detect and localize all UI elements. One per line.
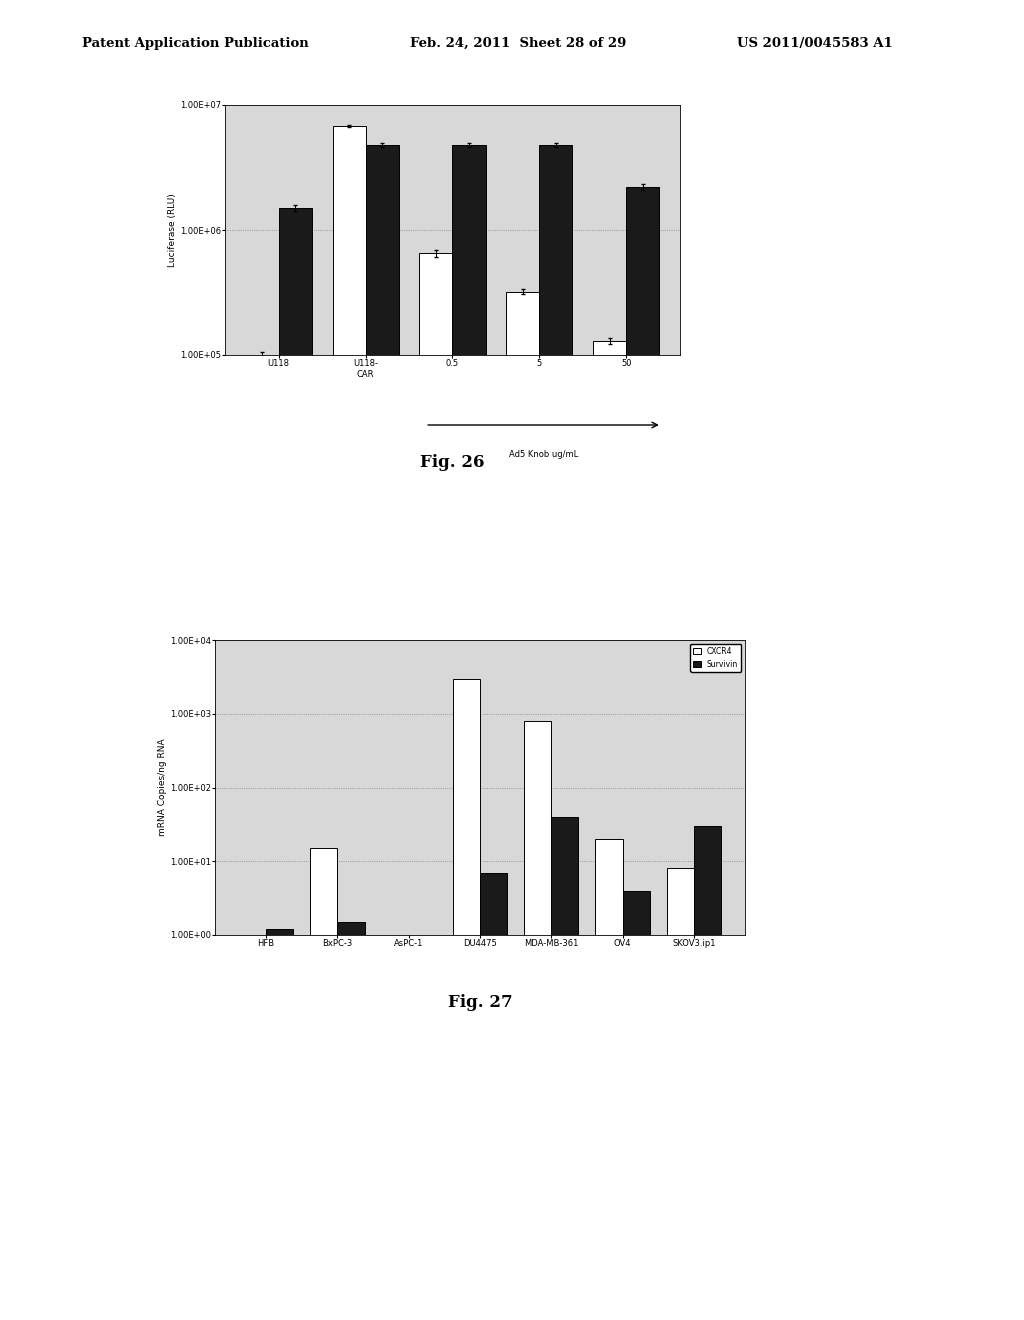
Bar: [333, 125, 366, 1320]
Bar: [453, 678, 480, 1320]
Bar: [596, 840, 623, 1320]
Bar: [409, 935, 436, 1320]
Bar: [524, 721, 551, 1320]
Bar: [453, 145, 485, 1320]
Bar: [382, 935, 409, 1320]
Y-axis label: Luciferase (RLU): Luciferase (RLU): [168, 193, 177, 267]
Bar: [246, 355, 279, 1320]
Bar: [366, 145, 398, 1320]
Bar: [507, 292, 540, 1320]
Text: Ad5 Knob ug/mL: Ad5 Knob ug/mL: [509, 450, 579, 459]
Bar: [540, 145, 572, 1320]
Text: Fig. 26: Fig. 26: [420, 454, 484, 471]
Bar: [627, 187, 659, 1320]
Text: US 2011/0045583 A1: US 2011/0045583 A1: [737, 37, 893, 50]
Bar: [623, 891, 649, 1320]
Bar: [239, 935, 266, 1320]
Y-axis label: mRNA Copies/ng RNA: mRNA Copies/ng RNA: [158, 739, 167, 837]
Bar: [593, 341, 627, 1320]
Bar: [694, 826, 721, 1320]
Legend: CXCR4, Survivin: CXCR4, Survivin: [690, 644, 741, 672]
Text: Patent Application Publication: Patent Application Publication: [82, 37, 308, 50]
Bar: [551, 817, 579, 1320]
Bar: [420, 253, 453, 1320]
Bar: [667, 869, 694, 1320]
Text: Feb. 24, 2011  Sheet 28 of 29: Feb. 24, 2011 Sheet 28 of 29: [410, 37, 626, 50]
Bar: [310, 849, 338, 1320]
Bar: [266, 929, 293, 1320]
Bar: [480, 873, 507, 1320]
Bar: [279, 209, 311, 1320]
Bar: [338, 921, 365, 1320]
Text: Fig. 27: Fig. 27: [447, 994, 512, 1011]
